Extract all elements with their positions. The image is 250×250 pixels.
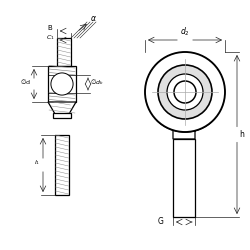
Polygon shape (157, 120, 211, 139)
Circle shape (145, 52, 225, 132)
Bar (48, 66, 76, 102)
Text: $\emptyset$d: $\emptyset$d (20, 78, 31, 86)
Text: G: G (157, 218, 163, 226)
Circle shape (167, 74, 203, 110)
Circle shape (174, 81, 196, 103)
Circle shape (158, 65, 212, 119)
Text: $\emptyset d_k$: $\emptyset d_k$ (90, 77, 104, 87)
Text: $l_1$: $l_1$ (34, 158, 40, 168)
Text: $\alpha$: $\alpha$ (90, 14, 97, 23)
Circle shape (51, 73, 73, 95)
Bar (173, 139, 195, 217)
Polygon shape (48, 102, 76, 114)
Bar (57, 38, 71, 66)
Text: $d_2$: $d_2$ (180, 26, 190, 38)
Bar (53, 113, 71, 118)
Bar (55, 135, 69, 195)
Text: h: h (239, 130, 244, 139)
Text: B: B (48, 25, 52, 31)
Text: $C_1$: $C_1$ (46, 33, 54, 42)
